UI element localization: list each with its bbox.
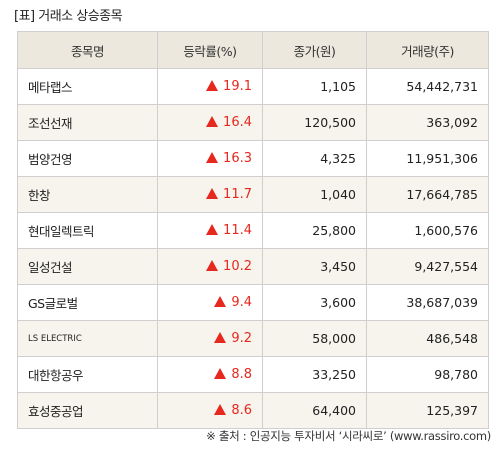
triangle-up-icon — [206, 188, 219, 199]
closing-price: 4,325 — [262, 140, 367, 177]
stock-name: 한창 — [17, 176, 158, 213]
trade-volume: 54,442,731 — [366, 68, 489, 105]
closing-price: 1,105 — [262, 68, 367, 105]
change-rate-value: 16.3 — [223, 151, 252, 166]
trade-volume: 1,600,576 — [366, 212, 489, 249]
header-volume: 거래량(주) — [366, 31, 489, 69]
closing-price: 120,500 — [262, 104, 367, 141]
trade-volume: 38,687,039 — [366, 284, 489, 321]
stock-name: GS글로벌 — [17, 284, 158, 321]
table-row: 효성중공업 8.6 64,400 125,397 — [17, 392, 489, 429]
closing-price: 64,400 — [262, 392, 367, 429]
stock-name: 대한항공우 — [17, 356, 158, 393]
stock-name: LS ELECTRIC — [17, 320, 158, 357]
table-row: LS ELECTRIC 9.2 58,000 486,548 — [17, 320, 489, 357]
change-rate: 16.4 — [157, 104, 263, 141]
trade-volume: 363,092 — [366, 104, 489, 141]
triangle-up-icon — [214, 368, 227, 379]
triangle-up-icon — [206, 80, 219, 91]
trade-volume: 11,951,306 — [366, 140, 489, 177]
change-rate: 11.4 — [157, 212, 263, 249]
header-name: 종목명 — [17, 31, 158, 69]
page-title: [표] 거래소 상승종목 — [14, 9, 123, 24]
stock-name: 범양건영 — [17, 140, 158, 177]
table-row: 조선선재 16.4 120,500 363,092 — [17, 104, 489, 141]
triangle-up-icon — [206, 260, 219, 271]
triangle-up-icon — [214, 332, 227, 343]
stock-name: 메타랩스 — [17, 68, 158, 105]
change-rate-value: 11.4 — [223, 223, 252, 238]
change-rate: 11.7 — [157, 176, 263, 213]
header-rate: 등락률(%) — [157, 31, 263, 69]
trade-volume: 9,427,554 — [366, 248, 489, 285]
triangle-up-icon — [206, 152, 219, 163]
table-row: 범양건영 16.3 4,325 11,951,306 — [17, 140, 489, 177]
change-rate: 8.8 — [157, 356, 263, 393]
change-rate-value: 8.8 — [231, 367, 252, 382]
triangle-up-icon — [214, 296, 227, 307]
closing-price: 25,800 — [262, 212, 367, 249]
table-header-row: 종목명 등락률(%) 종가(원) 거래량(주) — [17, 31, 489, 69]
rising-stocks-table: 종목명 등락률(%) 종가(원) 거래량(주) 메타랩스 19.1 1,105 … — [17, 31, 489, 429]
stock-name: 현대일렉트릭 — [17, 212, 158, 249]
trade-volume: 98,780 — [366, 356, 489, 393]
stock-name: 일성건설 — [17, 248, 158, 285]
triangle-up-icon — [206, 116, 219, 127]
stock-name: 효성중공업 — [17, 392, 158, 429]
table-row: 메타랩스 19.1 1,105 54,442,731 — [17, 68, 489, 105]
table-row: GS글로벌 9.4 3,600 38,687,039 — [17, 284, 489, 321]
change-rate-value: 8.6 — [231, 403, 252, 418]
table-row: 한창 11.7 1,040 17,664,785 — [17, 176, 489, 213]
trade-volume: 125,397 — [366, 392, 489, 429]
change-rate: 8.6 — [157, 392, 263, 429]
change-rate-value: 16.4 — [223, 115, 252, 130]
change-rate: 19.1 — [157, 68, 263, 105]
trade-volume: 486,548 — [366, 320, 489, 357]
table-row: 현대일렉트릭 11.4 25,800 1,600,576 — [17, 212, 489, 249]
change-rate: 9.2 — [157, 320, 263, 357]
closing-price: 3,600 — [262, 284, 367, 321]
change-rate: 16.3 — [157, 140, 263, 177]
change-rate: 9.4 — [157, 284, 263, 321]
table-row: 일성건설 10.2 3,450 9,427,554 — [17, 248, 489, 285]
change-rate-value: 10.2 — [223, 259, 252, 274]
trade-volume: 17,664,785 — [366, 176, 489, 213]
stock-name: 조선선재 — [17, 104, 158, 141]
change-rate-value: 19.1 — [223, 79, 252, 94]
closing-price: 58,000 — [262, 320, 367, 357]
header-price: 종가(원) — [262, 31, 367, 69]
triangle-up-icon — [206, 224, 219, 235]
table-row: 대한항공우 8.8 33,250 98,780 — [17, 356, 489, 393]
change-rate-value: 9.4 — [231, 295, 252, 310]
source-credit: ※ 출처 : 인공지능 투자비서 ‘시라씨로’ (www.rassiro.com… — [206, 429, 491, 443]
change-rate-value: 9.2 — [231, 331, 252, 346]
change-rate: 10.2 — [157, 248, 263, 285]
closing-price: 1,040 — [262, 176, 367, 213]
closing-price: 3,450 — [262, 248, 367, 285]
triangle-up-icon — [214, 404, 227, 415]
closing-price: 33,250 — [262, 356, 367, 393]
change-rate-value: 11.7 — [223, 187, 252, 202]
